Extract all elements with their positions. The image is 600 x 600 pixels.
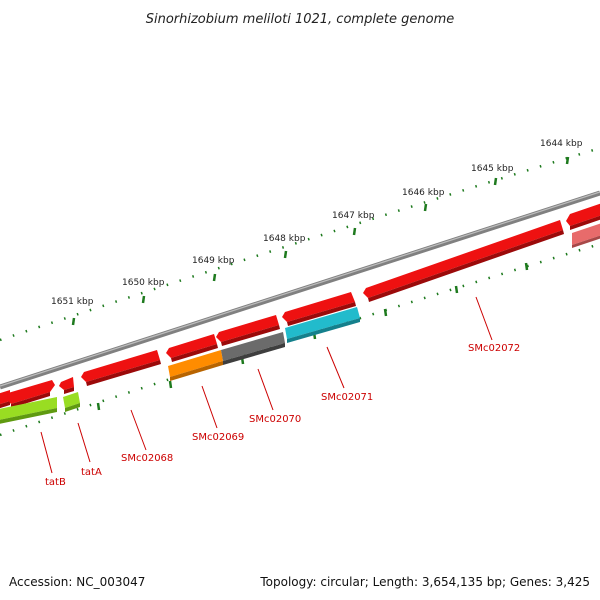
- gene-arrow-tatA[interactable]: [59, 377, 74, 390]
- feature-track: [0, 307, 360, 424]
- major-tick: [565, 156, 570, 165]
- gene-arrow-tatB[interactable]: [7, 380, 55, 404]
- gene-label-SMc02068[interactable]: SMc02068: [121, 453, 173, 464]
- backbone-highlight: [0, 191, 600, 387]
- outer-scale-ticks: [0, 146, 600, 342]
- gene-arrow-tatB-shade: [11, 392, 50, 408]
- feature-bar-cyan[interactable]: [285, 307, 360, 339]
- major-tick: [493, 177, 498, 186]
- major-tick: [96, 402, 101, 411]
- major-tick: [212, 273, 217, 282]
- major-tick: [141, 295, 146, 304]
- feature-bar-orange[interactable]: [168, 350, 223, 377]
- gene-arrow-edge-right[interactable]: [566, 202, 600, 226]
- gene-arrow-edge-right-shade: [570, 215, 600, 230]
- outer-scale-major-ticks: [71, 156, 570, 326]
- major-tick: [283, 250, 288, 259]
- feature-bar-lime-small[interactable]: [63, 392, 80, 408]
- gene-arrow-edge-right-pink[interactable]: [572, 222, 600, 245]
- scale-label-1647: 1647 kbp: [332, 211, 375, 221]
- scale-label-1651: 1651 kbp: [51, 297, 94, 307]
- inner-scale-ticks: [0, 242, 600, 437]
- major-tick: [423, 203, 428, 212]
- gene-arrow-tatA-shade: [64, 387, 74, 394]
- map-title: Sinorhizobium meliloti 1021, complete ge…: [146, 12, 455, 27]
- accession-text: Accession: NC_003047: [9, 575, 145, 589]
- leader-tatB: [40, 431, 53, 474]
- gene-arrow-SMc02068[interactable]: [81, 350, 160, 382]
- feature-bar-gray-shade: [223, 343, 285, 365]
- genome-backbone: [0, 190, 600, 390]
- genome-summary-text: Topology: circular; Length: 3,654,135 bp…: [259, 575, 590, 589]
- scale-label-1649: 1649 kbp: [192, 256, 235, 266]
- scale-label-1650: 1650 kbp: [122, 278, 165, 288]
- gene-arrow-edge-right-pink-shade: [572, 235, 600, 248]
- gene-arrow-SMc02071-shade: [287, 302, 356, 326]
- gene-label-SMc02072[interactable]: SMc02072: [468, 343, 520, 354]
- scale-label-1648: 1648 kbp: [263, 234, 306, 244]
- major-tick: [454, 285, 459, 294]
- gene-arrow-SMc02070-shade: [221, 325, 280, 346]
- gene-arrow-edge-left[interactable]: [0, 390, 10, 406]
- feature-bar-orange-shade: [170, 361, 223, 381]
- gene-label-SMc02070[interactable]: SMc02070: [249, 414, 301, 425]
- gene-label-SMc02071[interactable]: SMc02071: [321, 392, 373, 403]
- leader-SMc02072: [475, 296, 493, 341]
- feature-bar-cyan-shade: [287, 318, 360, 343]
- leader-SMc02070: [257, 368, 274, 411]
- gene-label-tatB[interactable]: tatB: [45, 477, 66, 488]
- scale-label-1645: 1645 kbp: [471, 164, 514, 174]
- leader-SMc02071: [326, 346, 345, 389]
- gene-arrow-SMc02068-shade: [86, 360, 161, 386]
- gene-arrow-SMc02070[interactable]: [216, 315, 279, 342]
- gene-label-SMc02069[interactable]: SMc02069: [192, 432, 244, 443]
- feature-bar-lime-left[interactable]: [0, 397, 57, 421]
- major-tick: [524, 262, 529, 271]
- leader-SMc02068: [130, 409, 147, 451]
- gene-arrow-SMc02069[interactable]: [166, 334, 217, 358]
- scale-label-1644: 1644 kbp: [540, 139, 583, 149]
- leader-SMc02069: [201, 385, 218, 429]
- forward-strand-genes: [0, 202, 600, 409]
- gene-arrow-SMc02072-shade: [368, 230, 564, 302]
- gene-label-tatA[interactable]: tatA: [81, 467, 102, 478]
- gene-arrow-SMc02071[interactable]: [282, 292, 355, 322]
- major-tick: [71, 317, 76, 326]
- gene-arrow-SMc02072[interactable]: [363, 220, 563, 298]
- gene-arrow-SMc02069-shade: [171, 344, 218, 362]
- gene-arrow-edge-left: [0, 401, 10, 409]
- feature-bar-gray[interactable]: [221, 332, 285, 361]
- feature-bar-lime-left-shade: [0, 408, 57, 424]
- leader-tatA: [77, 422, 91, 463]
- label-leaders: [40, 296, 493, 474]
- major-tick: [383, 308, 388, 317]
- major-tick: [352, 227, 357, 236]
- scale-label-1646: 1646 kbp: [402, 188, 445, 198]
- major-tick: [168, 380, 173, 389]
- feature-bar-lime-small-shade: [65, 403, 80, 412]
